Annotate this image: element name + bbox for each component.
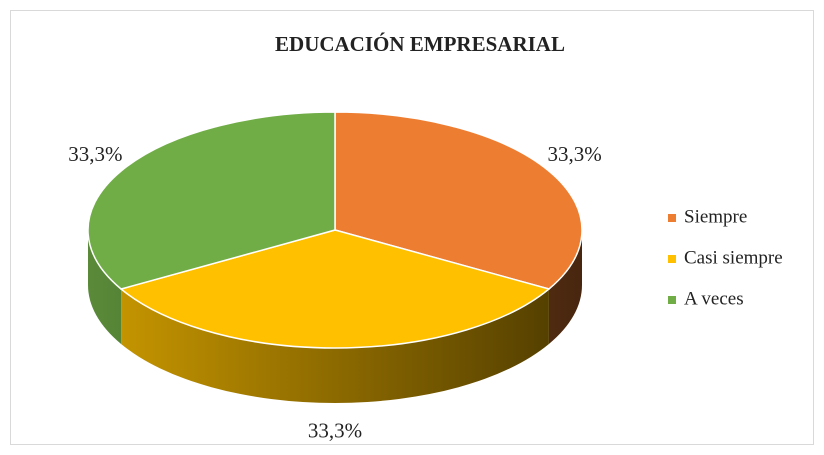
pie-slice (87, 111, 336, 290)
chart-title: EDUCACIÓN EMPRESARIAL (275, 32, 565, 56)
legend-label: Casi siempre (684, 247, 783, 268)
data-label: 33,3% (68, 142, 122, 166)
pie-slice-side (548, 230, 582, 344)
pie-slice (334, 111, 583, 290)
pie-slice (119, 229, 551, 349)
legend-swatch (668, 296, 676, 304)
legend-swatch (668, 255, 676, 263)
pie-slice-side (88, 230, 122, 344)
legend-label: Siempre (684, 206, 747, 227)
data-label: 33,3% (547, 142, 601, 166)
pie-slice-side (121, 289, 549, 403)
legend-label: A veces (684, 288, 744, 309)
legend-swatch (668, 214, 676, 222)
data-label: 33,3% (308, 418, 362, 442)
